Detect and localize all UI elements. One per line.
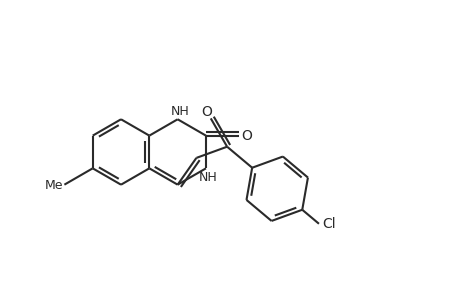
Text: Me: Me — [45, 179, 64, 192]
Text: O: O — [201, 106, 212, 119]
Text: O: O — [241, 129, 252, 142]
Text: NH: NH — [170, 105, 189, 118]
Text: Cl: Cl — [321, 217, 335, 231]
Text: NH: NH — [198, 171, 217, 184]
